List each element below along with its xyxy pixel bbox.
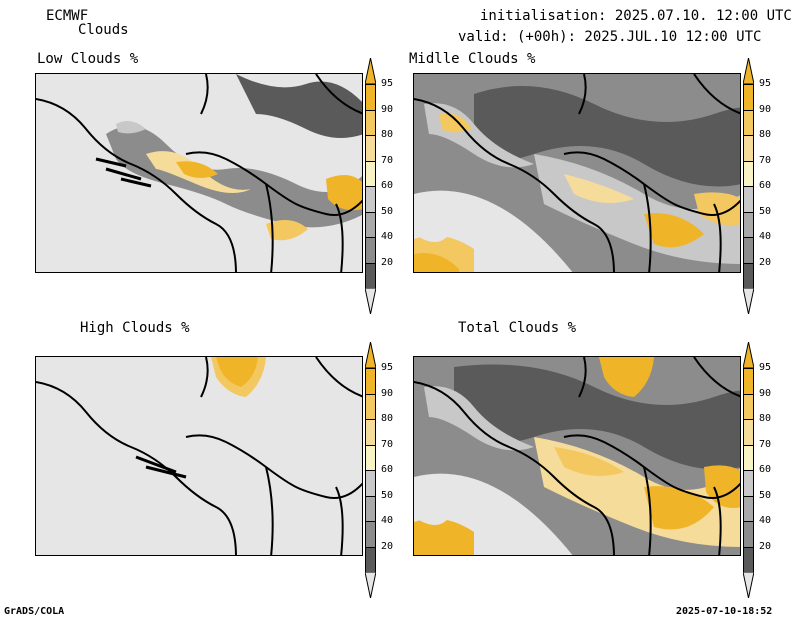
colorbar-swatch [743,419,754,445]
colorbar-swatch [743,237,754,263]
colorbar-swatch [365,419,376,445]
colorbar-level-label: 20 [381,256,394,268]
colorbar-swatch [743,521,754,547]
colorbar-swatch [743,470,754,496]
colorbar-swatch [743,368,754,394]
colorbar-swatch [743,135,754,161]
colorbar-level-label: 60 [381,180,394,191]
colorbar-swatch [365,135,376,161]
colorbar-level-label: 90 [759,387,772,399]
low-clouds-map-graphic [36,74,362,272]
colorbar-swatch [743,495,754,521]
colorbar-swatch [365,368,376,394]
colorbar-level-label: 80 [381,129,394,140]
colorbar-swatch [365,495,376,521]
total-clouds-map-graphic [414,357,740,555]
colorbar-top-arrow [365,342,376,368]
colorbar-level-label: 40 [381,231,394,242]
colorbar-level-label: 40 [759,515,772,526]
valid-time: valid: (+00h): 2025.JUL.10 12:00 UTC [458,29,762,45]
panel-title-high: High Clouds % [80,320,190,336]
colorbar-level-label: 95 [759,362,772,373]
footer-timestamp: 2025-07-10-18:52 [676,606,773,617]
colorbar-level-label: 70 [381,438,394,450]
panel-title-middle: Midlle Clouds % [409,51,536,67]
colorbar-level-label: 20 [759,540,772,552]
initialisation-time: initialisation: 2025.07.10. 12:00 UTC [480,8,792,24]
colorbar-level-label: 60 [759,464,772,475]
colorbar-swatch [743,211,754,237]
colorbar-swatch [365,262,376,288]
panel-title-total: Total Clouds % [458,320,577,336]
colorbar-level-label: 60 [381,464,394,475]
colorbar-swatch [743,109,754,135]
colorbar-swatch [743,160,754,186]
map-total-clouds [413,356,741,556]
colorbar-swatch [743,262,754,288]
colorbar-level-label: 50 [759,205,772,217]
colorbar-top-arrow [365,58,376,84]
colorbar-high: 95 90 80 70 60 50 40 20 [365,342,409,598]
colorbar-swatch [365,186,376,212]
middle-clouds-map-graphic [414,74,740,272]
colorbar-level-label: 90 [759,103,772,115]
colorbar-swatch [365,444,376,470]
colorbar-bottom-arrow [743,288,754,314]
colorbar-level-label: 95 [759,78,772,89]
colorbar-swatch [365,546,376,572]
high-clouds-map-graphic [36,357,362,555]
colorbar-bottom-arrow [365,572,376,598]
colorbar-swatch [365,109,376,135]
colorbar-bottom-arrow [743,572,754,598]
colorbar-top-arrow [743,58,754,84]
colorbar-level-label: 60 [759,180,772,191]
colorbar-swatch [365,237,376,263]
colorbar-level-label: 95 [381,362,394,373]
colorbar-swatch [743,444,754,470]
product-name: Clouds [78,22,129,38]
map-middle-clouds [413,73,741,273]
colorbar-total: 95 90 80 70 60 50 40 20 [743,342,787,598]
colorbar-bottom-arrow [365,288,376,314]
footer-software: GrADS/COLA [4,606,65,617]
colorbar-swatch [743,186,754,212]
colorbar-level-label: 90 [381,387,394,399]
map-low-clouds [35,73,363,273]
colorbar-top-arrow [743,342,754,368]
colorbar-swatch [365,160,376,186]
colorbar-level-label: 20 [759,256,772,268]
colorbar-level-label: 80 [381,413,394,424]
colorbar-level-label: 50 [381,205,394,217]
colorbar-level-label: 90 [381,103,394,115]
colorbar-low: 95 90 80 70 60 50 40 20 [365,58,409,314]
colorbar-middle: 95 90 80 70 60 50 40 20 [743,58,787,314]
colorbar-swatch [365,393,376,419]
panel-title-low: Low Clouds % [37,51,139,67]
colorbar-level-label: 80 [759,413,772,424]
colorbar-level-label: 70 [381,154,394,166]
colorbar-level-label: 50 [381,489,394,501]
model-name: ECMWF [46,8,89,24]
colorbar-level-label: 95 [381,78,394,89]
colorbar-level-label: 70 [759,438,772,450]
colorbar-level-label: 40 [759,231,772,242]
colorbar-swatch [365,211,376,237]
colorbar-swatch [743,546,754,572]
colorbar-swatch [365,521,376,547]
colorbar-swatch [743,84,754,110]
colorbar-swatch [743,393,754,419]
colorbar-swatch [365,84,376,110]
map-high-clouds [35,356,363,556]
colorbar-swatch [365,470,376,496]
colorbar-level-label: 20 [381,540,394,552]
colorbar-level-label: 70 [759,154,772,166]
colorbar-level-label: 50 [759,489,772,501]
colorbar-level-label: 80 [759,129,772,140]
colorbar-level-label: 40 [381,515,394,526]
